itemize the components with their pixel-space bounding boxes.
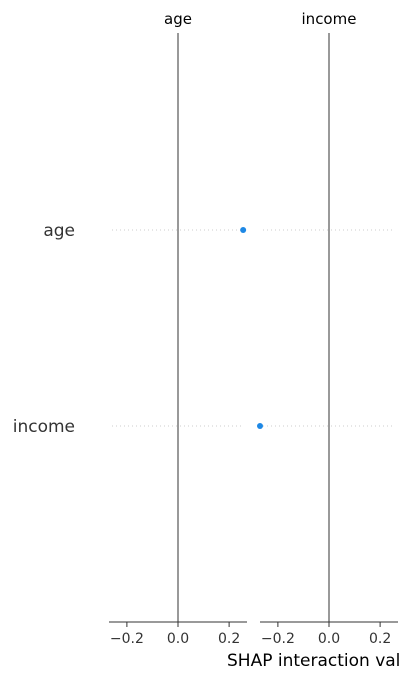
zero-lines [177,33,330,622]
row-guide-lines [112,229,395,427]
x-tick-label-age-2: 0.2 [218,631,240,647]
point-age-age [240,227,247,233]
labels: age income age income SHAP interaction v… [13,10,401,671]
feature-label-age: age [43,221,75,241]
x-tick-label-income-0: −0.2 [261,631,295,647]
x-tick-label-income-2: 0.2 [369,631,391,647]
x-axis-label: SHAP interaction val [227,651,400,671]
x-tick-label-income-1: 0.0 [318,631,340,647]
x-tick-label-age-1: 0.0 [167,631,189,647]
x-axes: −0.2 0.0 0.2 −0.2 0.0 0.2 [109,621,398,647]
point-income-income [257,423,263,429]
panel-title-age: age [164,10,192,28]
data-points [240,227,263,429]
panel-title-income: income [302,10,357,28]
x-tick-label-age-0: −0.2 [110,631,144,647]
feature-label-income: income [13,417,75,437]
